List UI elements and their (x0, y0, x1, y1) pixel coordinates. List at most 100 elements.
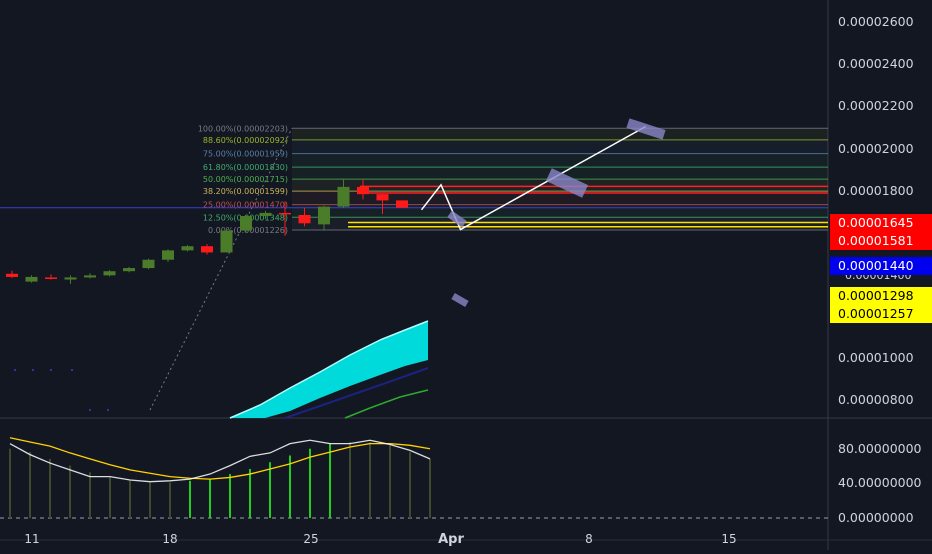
candle-body (376, 194, 389, 201)
time-axis-label: 8 (585, 532, 593, 546)
resistance-2-badge-text: 0.00001581 (838, 233, 914, 248)
resistance-2-badge (830, 232, 932, 250)
fib-zone (292, 191, 828, 205)
fib-level-label: 75.00%(0.00001959) (203, 150, 288, 159)
time-axis-label: 15 (721, 532, 736, 546)
indicator-dot (107, 409, 109, 411)
oscillator-histogram-bar (229, 474, 231, 518)
price-axis-tick: 0.00002400 (838, 56, 914, 71)
candle-body (162, 250, 174, 260)
time-axis-label: 25 (303, 532, 318, 546)
candle-body (396, 200, 408, 208)
ichimoku-cloud (230, 321, 428, 418)
fib-zone (292, 217, 828, 230)
candle-body (357, 186, 369, 195)
annotation-marker[interactable] (447, 210, 467, 228)
oscillator-histogram-bar (189, 480, 191, 518)
oscillator-histogram-bar (409, 452, 411, 518)
oscillator-axis-tick: 0.00000000 (838, 510, 914, 525)
oscillator-histogram-bar (129, 480, 131, 518)
fib-level-label: 38.20%(0.00001599) (203, 187, 288, 196)
oscillator-axis-tick: 40.00000000 (838, 475, 922, 490)
fib-level-label: 100.00%(0.00002203) (198, 124, 288, 133)
oscillator-histogram-bar (429, 458, 431, 518)
annotation-marker[interactable] (451, 292, 469, 308)
oscillator-histogram-bar (329, 443, 331, 518)
oscillator-histogram-bar (369, 441, 371, 518)
oscillator-axis-tick: 80.00000000 (838, 441, 922, 456)
oscillator-histogram-bar (169, 482, 171, 518)
candle-body (6, 273, 18, 277)
indicator-dot (89, 409, 91, 411)
candle-body (25, 276, 38, 282)
indicator-dot (50, 369, 52, 371)
price-axis-tick: 0.00001000 (838, 350, 914, 365)
oscillator-histogram-bar (149, 482, 151, 518)
cloud-upper-edge (229, 320, 429, 419)
oscillator-histogram-bar (49, 458, 51, 518)
fib-zone (292, 139, 828, 154)
candle-body (220, 230, 233, 253)
fib-zone (292, 128, 828, 140)
candle-body (318, 206, 330, 225)
candle-body (45, 277, 57, 280)
oscillator-histogram-bar (89, 472, 91, 518)
candle-body (201, 246, 213, 253)
fib-level-label: 61.80%(0.00001830) (203, 163, 288, 172)
oscillator-histogram-bar (309, 448, 311, 518)
fib-level-label: 88.60%(0.00002092) (203, 136, 288, 145)
price-axis-tick: 0.00002200 (838, 98, 914, 113)
candle-body (240, 216, 252, 231)
support-2-badge-text: 0.00001257 (838, 306, 914, 321)
resistance-1-badge (830, 214, 932, 232)
baseline-line (284, 367, 429, 419)
annotation-marker[interactable] (545, 168, 589, 198)
oscillator-histogram-bar (69, 465, 71, 518)
current-price-badge-text: 0.00001440 (838, 258, 914, 273)
oscillator-fast-line (9, 439, 431, 483)
fib-zone (292, 204, 828, 218)
support-1-badge-text: 0.00001298 (838, 288, 914, 303)
price-axis-tick: 0.00001800 (838, 183, 914, 198)
candle-body (64, 277, 77, 280)
oscillator-histogram-bar (29, 452, 31, 518)
oscillator-histogram-bar (269, 462, 271, 518)
oscillator-slow-line (9, 437, 431, 480)
candle-body (337, 186, 350, 207)
candle-body (103, 271, 116, 276)
current-price-badge (830, 257, 932, 275)
candle-body (298, 214, 311, 224)
lagging-line (344, 389, 429, 419)
oscillator-histogram-bar (289, 455, 291, 518)
price-axis-tick: 0.00002000 (838, 141, 914, 156)
annotation-marker[interactable] (626, 118, 666, 140)
time-axis-label: Apr (438, 532, 464, 547)
oscillator-histogram-bar (249, 468, 251, 518)
indicator-dot (71, 369, 73, 371)
candle-body (279, 212, 291, 215)
candle-body (84, 275, 96, 278)
candle-body (259, 212, 272, 217)
fib-level-label: 25.00%(0.00001470) (203, 201, 288, 210)
fib-level-label: 50.00%(0.00001715) (203, 175, 288, 184)
oscillator-histogram-bar (9, 448, 11, 518)
indicator-dot (14, 369, 16, 371)
oscillator-histogram-bar (389, 445, 391, 518)
oscillator-histogram-bar (209, 479, 211, 518)
oscillator-histogram-bar (349, 441, 351, 518)
price-axis-tick: 0.00002600 (838, 14, 914, 29)
oscillator-histogram-bar (109, 477, 111, 518)
support-1-badge (830, 287, 932, 305)
time-axis-label: 11 (24, 532, 39, 546)
support-2-badge (830, 305, 932, 323)
candle-body (142, 259, 155, 269)
indicator-dot (32, 369, 34, 371)
time-axis-label: 18 (162, 532, 177, 546)
fib-zone (292, 153, 828, 168)
resistance-1-badge-text: 0.00001645 (838, 215, 914, 230)
price-axis-tick: 0.00000800 (838, 392, 914, 407)
candle-body (123, 268, 135, 272)
